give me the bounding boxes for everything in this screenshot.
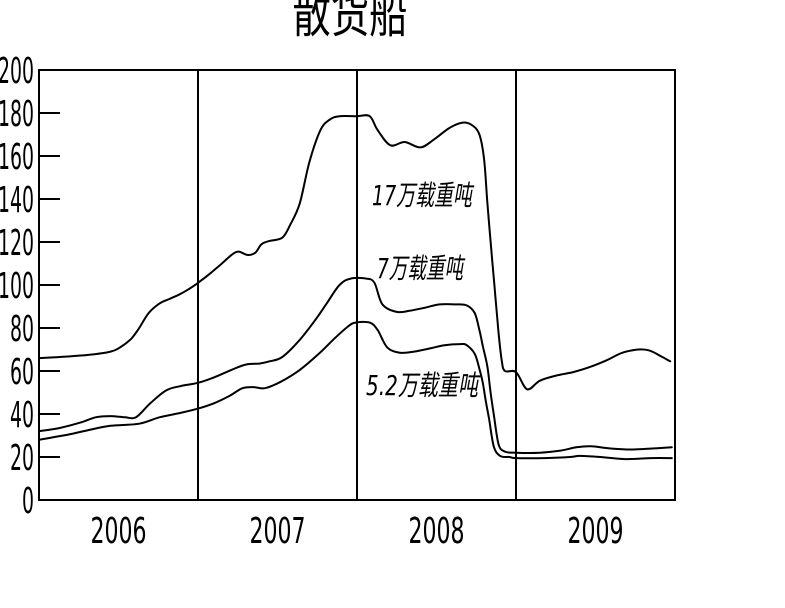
y-tick-label: 180 (0, 94, 34, 135)
capesize-170k-line (38, 114, 672, 391)
y-tick-label: 120 (0, 223, 34, 264)
y-tick-label: 20 (10, 438, 34, 479)
x-tick-label: 2008 (409, 511, 465, 552)
y-tick-label: 40 (10, 395, 34, 436)
chart-title: 散货船 (293, 0, 408, 44)
series-label-capesize-170k: 17万载重吨 (372, 179, 475, 212)
y-tick-label: 140 (0, 180, 34, 221)
x-tick-label: 2009 (568, 511, 624, 552)
series-label-handysize-52k: 5.2万载重吨 (366, 369, 481, 402)
y-tick-label: 60 (10, 352, 34, 393)
y-tick-label: 200 (0, 51, 34, 92)
y-tick-label: 0 (22, 481, 34, 522)
y-tick-label: 80 (10, 309, 34, 350)
series-label-panamax-70k: 7万载重吨 (377, 252, 466, 285)
y-tick-label: 160 (0, 137, 34, 178)
x-tick-label: 2007 (250, 511, 306, 552)
y-tick-label: 100 (0, 266, 34, 307)
panamax-70k-line (38, 276, 673, 454)
handysize-52k-line (38, 320, 673, 461)
x-tick-label: 2006 (91, 511, 147, 552)
